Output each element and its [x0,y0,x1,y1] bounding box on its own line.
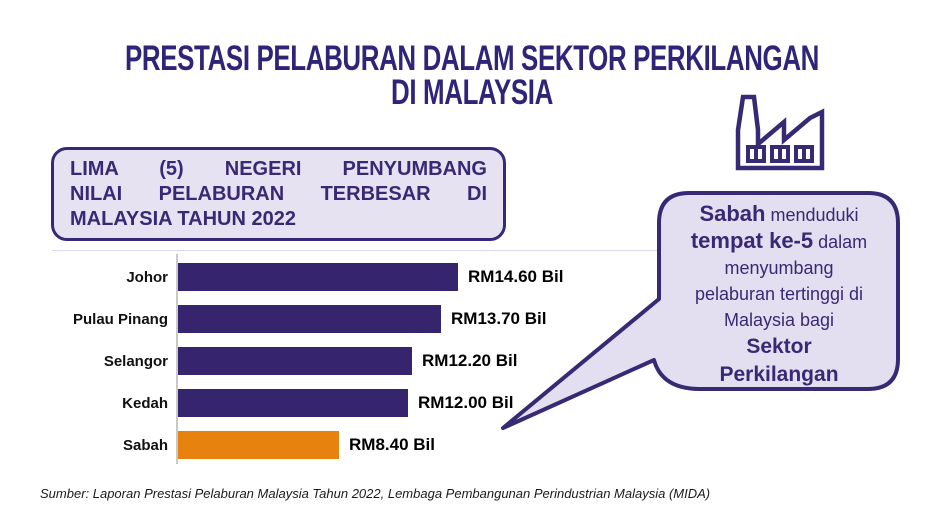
callout-bold: Sektor [746,335,812,358]
bar [178,389,408,417]
value-label: RM12.20 Bil [422,351,518,370]
category-label: Kedah [122,394,168,412]
info-box-line: MALAYSIA TAHUN 2022 [70,208,296,230]
source-note: Sumber: Laporan Prestasi Pelaburan Malay… [40,486,711,501]
factory-window-icon [794,145,814,163]
value-label: RM8.40 Bil [349,435,435,454]
page-title-line1: PRESTASI PELABURAN DALAM SEKTOR PERKILAN… [125,39,819,78]
page-title-line2: DI MALAYSIA [391,73,553,112]
category-label: Selangor [103,352,168,370]
bar-row: Johor RM14.60 Bil [60,256,660,298]
value-label: RM12.00 Bil [418,393,514,412]
callout-bold: Sabah [699,201,766,226]
value-label: RM14.60 Bil [468,267,564,286]
value-label: RM13.70 Bil [451,309,547,328]
bar-row: Pulau Pinang RM13.70 Bil [60,298,660,340]
bar-chart: Johor RM14.60 Bil Pulau Pinang RM13.70 Bil S… [60,256,660,466]
bar [178,263,458,291]
bar [178,431,339,459]
callout-bold: tempat ke-5 [690,228,814,253]
bar-row: Kedah RM12.00 Bil [60,382,660,424]
page-title: PRESTASI PELABURAN DALAM SEKTOR PERKILAN… [0,39,944,112]
factory-window-icon [746,145,766,163]
bar [178,347,412,375]
bar [178,305,441,333]
callout-bold: Perkilangan [719,363,839,386]
info-box-line: NILAI PELABURAN TERBESAR DI [70,183,487,205]
category-label: Pulau Pinang [72,310,168,328]
chart-top-line [52,250,658,251]
category-label: Johor [126,268,168,286]
category-label: Sabah [122,436,168,454]
y-axis-line [176,254,178,464]
bar-row: Selangor RM12.20 Bil [60,340,660,382]
callout-text: Sabah menduduki tempat ke-5 dalam menyum… [663,201,895,389]
info-box: LIMA (5) NEGERI PENYUMBANG NILAI PELABUR… [51,147,506,241]
info-box-line: LIMA (5) NEGERI PENYUMBANG [70,158,487,180]
bar-row: Sabah RM8.40 Bil [60,424,660,466]
factory-window-icon [770,145,790,163]
